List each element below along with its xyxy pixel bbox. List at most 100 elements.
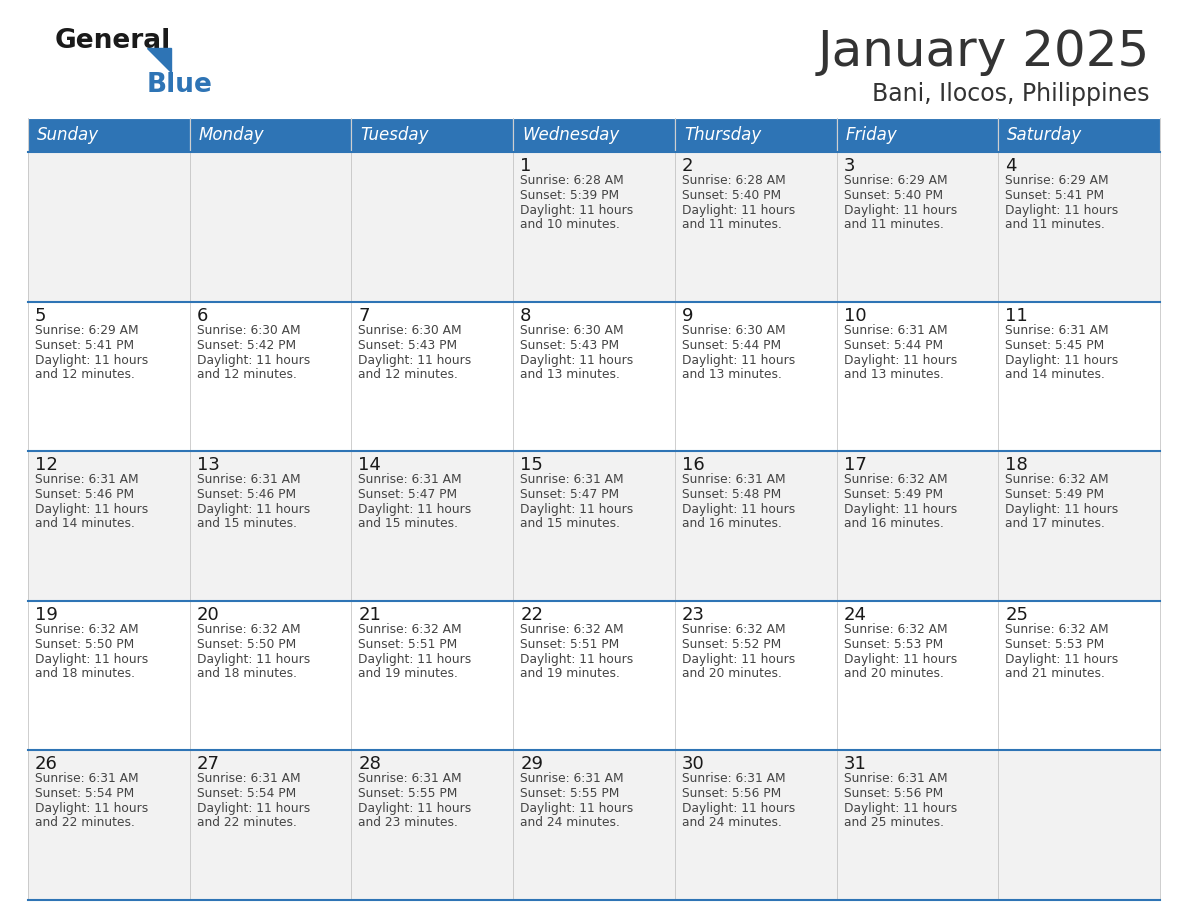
Text: 21: 21 xyxy=(359,606,381,624)
Text: Friday: Friday xyxy=(846,126,897,144)
Text: Tuesday: Tuesday xyxy=(360,126,429,144)
Text: Daylight: 11 hours: Daylight: 11 hours xyxy=(843,204,956,217)
Text: Daylight: 11 hours: Daylight: 11 hours xyxy=(1005,204,1119,217)
Bar xyxy=(675,152,836,302)
Bar xyxy=(190,452,352,600)
Bar xyxy=(998,750,1159,900)
Bar xyxy=(352,600,513,750)
Text: 2: 2 xyxy=(682,157,694,175)
Bar xyxy=(998,152,1159,302)
Text: Sunrise: 6:32 AM: Sunrise: 6:32 AM xyxy=(843,622,947,636)
Text: 3: 3 xyxy=(843,157,855,175)
Bar xyxy=(352,118,513,152)
Text: 13: 13 xyxy=(197,456,220,475)
Bar xyxy=(190,118,352,152)
Text: Sunrise: 6:31 AM: Sunrise: 6:31 AM xyxy=(520,473,624,487)
Text: General: General xyxy=(55,28,171,54)
Text: Sunset: 5:55 PM: Sunset: 5:55 PM xyxy=(520,788,619,800)
Text: 28: 28 xyxy=(359,756,381,773)
Text: Daylight: 11 hours: Daylight: 11 hours xyxy=(1005,503,1119,516)
Text: Sunset: 5:49 PM: Sunset: 5:49 PM xyxy=(843,488,943,501)
Bar xyxy=(998,302,1159,452)
Bar xyxy=(29,452,190,600)
Text: Sunrise: 6:30 AM: Sunrise: 6:30 AM xyxy=(520,324,624,337)
Text: Daylight: 11 hours: Daylight: 11 hours xyxy=(682,503,795,516)
Text: and 22 minutes.: and 22 minutes. xyxy=(34,816,135,829)
Text: Sunrise: 6:31 AM: Sunrise: 6:31 AM xyxy=(197,772,301,786)
Text: Sunset: 5:54 PM: Sunset: 5:54 PM xyxy=(34,788,134,800)
Text: and 19 minutes.: and 19 minutes. xyxy=(359,666,459,680)
Text: Daylight: 11 hours: Daylight: 11 hours xyxy=(34,802,148,815)
Text: and 22 minutes.: and 22 minutes. xyxy=(197,816,297,829)
Text: Sunset: 5:40 PM: Sunset: 5:40 PM xyxy=(682,189,781,202)
Text: and 23 minutes.: and 23 minutes. xyxy=(359,816,459,829)
Bar xyxy=(513,600,675,750)
Polygon shape xyxy=(147,48,171,72)
Text: Daylight: 11 hours: Daylight: 11 hours xyxy=(682,204,795,217)
Bar xyxy=(836,118,998,152)
Bar xyxy=(836,750,998,900)
Text: 11: 11 xyxy=(1005,307,1028,325)
Bar xyxy=(513,452,675,600)
Text: and 12 minutes.: and 12 minutes. xyxy=(34,367,135,381)
Text: and 20 minutes.: and 20 minutes. xyxy=(682,666,782,680)
Text: Sunset: 5:46 PM: Sunset: 5:46 PM xyxy=(197,488,296,501)
Text: 1: 1 xyxy=(520,157,531,175)
Text: and 12 minutes.: and 12 minutes. xyxy=(197,367,297,381)
Text: and 18 minutes.: and 18 minutes. xyxy=(34,666,135,680)
Text: Daylight: 11 hours: Daylight: 11 hours xyxy=(520,353,633,366)
Text: Sunrise: 6:31 AM: Sunrise: 6:31 AM xyxy=(359,772,462,786)
Bar xyxy=(513,118,675,152)
Text: Monday: Monday xyxy=(198,126,265,144)
Text: 5: 5 xyxy=(34,307,46,325)
Text: Sunrise: 6:31 AM: Sunrise: 6:31 AM xyxy=(843,324,947,337)
Text: and 12 minutes.: and 12 minutes. xyxy=(359,367,459,381)
Text: 20: 20 xyxy=(197,606,220,624)
Text: Sunrise: 6:32 AM: Sunrise: 6:32 AM xyxy=(520,622,624,636)
Text: Sunrise: 6:29 AM: Sunrise: 6:29 AM xyxy=(34,324,139,337)
Text: 27: 27 xyxy=(197,756,220,773)
Text: Sunrise: 6:31 AM: Sunrise: 6:31 AM xyxy=(197,473,301,487)
Bar xyxy=(836,302,998,452)
Text: and 16 minutes.: and 16 minutes. xyxy=(843,517,943,531)
Text: and 13 minutes.: and 13 minutes. xyxy=(682,367,782,381)
Text: Sunrise: 6:30 AM: Sunrise: 6:30 AM xyxy=(359,324,462,337)
Text: 23: 23 xyxy=(682,606,704,624)
Text: Sunset: 5:41 PM: Sunset: 5:41 PM xyxy=(1005,189,1105,202)
Bar xyxy=(675,302,836,452)
Text: and 24 minutes.: and 24 minutes. xyxy=(682,816,782,829)
Text: Sunset: 5:44 PM: Sunset: 5:44 PM xyxy=(843,339,943,352)
Bar xyxy=(513,750,675,900)
Bar xyxy=(836,600,998,750)
Text: 6: 6 xyxy=(197,307,208,325)
Text: Sunrise: 6:31 AM: Sunrise: 6:31 AM xyxy=(34,772,139,786)
Text: Sunrise: 6:32 AM: Sunrise: 6:32 AM xyxy=(34,622,139,636)
Text: Sunset: 5:40 PM: Sunset: 5:40 PM xyxy=(843,189,943,202)
Text: Daylight: 11 hours: Daylight: 11 hours xyxy=(682,802,795,815)
Text: Sunset: 5:49 PM: Sunset: 5:49 PM xyxy=(1005,488,1105,501)
Text: and 21 minutes.: and 21 minutes. xyxy=(1005,666,1105,680)
Text: Daylight: 11 hours: Daylight: 11 hours xyxy=(197,802,310,815)
Text: Daylight: 11 hours: Daylight: 11 hours xyxy=(34,503,148,516)
Text: Sunset: 5:47 PM: Sunset: 5:47 PM xyxy=(520,488,619,501)
Text: and 10 minutes.: and 10 minutes. xyxy=(520,218,620,231)
Text: Sunrise: 6:31 AM: Sunrise: 6:31 AM xyxy=(1005,324,1108,337)
Text: Sunset: 5:46 PM: Sunset: 5:46 PM xyxy=(34,488,134,501)
Bar xyxy=(190,152,352,302)
Text: Sunrise: 6:29 AM: Sunrise: 6:29 AM xyxy=(1005,174,1108,187)
Text: January 2025: January 2025 xyxy=(817,28,1150,76)
Text: and 13 minutes.: and 13 minutes. xyxy=(520,367,620,381)
Text: and 18 minutes.: and 18 minutes. xyxy=(197,666,297,680)
Text: and 14 minutes.: and 14 minutes. xyxy=(1005,367,1105,381)
Bar xyxy=(190,750,352,900)
Text: Sunrise: 6:31 AM: Sunrise: 6:31 AM xyxy=(682,772,785,786)
Bar xyxy=(352,302,513,452)
Text: and 15 minutes.: and 15 minutes. xyxy=(359,517,459,531)
Text: Daylight: 11 hours: Daylight: 11 hours xyxy=(34,353,148,366)
Text: 25: 25 xyxy=(1005,606,1029,624)
Text: Bani, Ilocos, Philippines: Bani, Ilocos, Philippines xyxy=(872,82,1150,106)
Text: Daylight: 11 hours: Daylight: 11 hours xyxy=(359,503,472,516)
Text: 19: 19 xyxy=(34,606,58,624)
Text: 12: 12 xyxy=(34,456,58,475)
Text: and 24 minutes.: and 24 minutes. xyxy=(520,816,620,829)
